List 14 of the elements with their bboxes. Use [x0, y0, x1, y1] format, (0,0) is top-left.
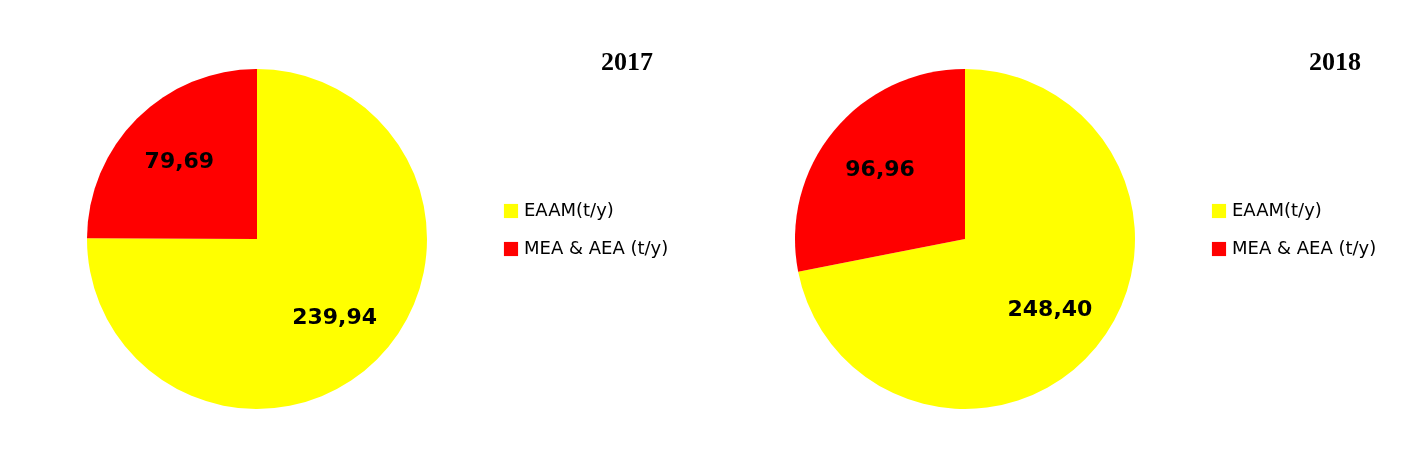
pie-slice: [87, 69, 427, 409]
pie-slice: [795, 69, 965, 272]
legend-label: EAAM(t/y): [524, 199, 614, 220]
chart-title: 2018: [1309, 47, 1361, 76]
pie-slice: [798, 69, 1135, 409]
legend-label: MEA & AEA (t/y): [1232, 237, 1377, 258]
data-label: 239,94: [292, 303, 378, 329]
legend-label: EAAM(t/y): [1232, 199, 1322, 220]
pie-slice: [87, 69, 257, 239]
chart-title: 2017: [601, 47, 653, 76]
legend-label: MEA & AEA (t/y): [524, 237, 669, 258]
data-label: 248,40: [1007, 295, 1093, 321]
data-label: 79,69: [144, 148, 215, 174]
data-label: 96,96: [845, 156, 915, 182]
